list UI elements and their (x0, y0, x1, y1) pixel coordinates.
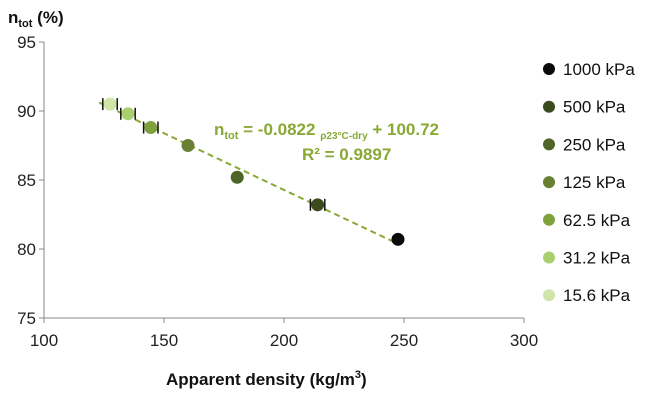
legend-label: 250 kPa (563, 135, 626, 154)
y-axis-title: ntot (%) (8, 8, 64, 30)
x-axis-title-sup: 3 (355, 369, 361, 381)
y-axis-title-main: n (8, 8, 18, 27)
legend-marker (543, 176, 555, 189)
legend-label: 15.6 kPa (563, 286, 631, 305)
legend-label: 500 kPa (563, 98, 626, 117)
data-point-5 (121, 107, 135, 121)
data-point-1 (311, 198, 325, 212)
legend-marker (543, 138, 555, 151)
y-tick-label: 95 (17, 33, 36, 52)
data-point-6 (103, 97, 117, 111)
x-tick-label: 300 (510, 331, 538, 350)
eq-tail: + 100.72 (368, 120, 439, 139)
plot-area: 100 150 200 250 300 75 80 85 90 95 (17, 33, 538, 350)
data-point-4 (144, 121, 158, 135)
y-axis-title-suffix: (%) (32, 8, 63, 27)
legend-label: 125 kPa (563, 173, 626, 192)
axis-ticks: 100 150 200 250 300 75 80 85 90 95 (17, 33, 538, 350)
legend-marker (543, 251, 555, 264)
legend-label: 31.2 kPa (563, 249, 631, 268)
legend-marker (543, 289, 555, 302)
x-tick-label: 200 (270, 331, 298, 350)
y-tick-label: 85 (17, 171, 36, 190)
y-tick-label: 80 (17, 240, 36, 259)
data-points (102, 97, 405, 246)
eq-mid: = -0.0822 (238, 120, 320, 139)
x-tick-label: 250 (390, 331, 418, 350)
regression-equation: ntot = -0.0822 ρ23°C-dry + 100.72 (214, 120, 439, 142)
legend-label: 62.5 kPa (563, 211, 631, 230)
legend-marker (543, 63, 555, 75)
data-point-0 (391, 232, 405, 246)
x-tick-label: 150 (150, 331, 178, 350)
legend-label: 1000 kPa (563, 60, 635, 79)
x-axis-title-suffix: ) (361, 370, 367, 389)
eq-rho-sub: ρ23°C-dry (320, 131, 368, 142)
data-point-3 (181, 139, 195, 152)
legend: 1000 kPa 500 kPa 250 kPa 125 kPa 62.5 kPa 31.… (543, 60, 635, 305)
legend-marker (543, 100, 555, 113)
y-tick-label: 75 (17, 309, 36, 328)
y-tick-label: 90 (17, 102, 36, 121)
r-squared-label: R² = 0.9897 (302, 145, 391, 164)
x-axis-title: Apparent density (kg/m3) (166, 369, 367, 389)
eq-lhs-sub: tot (224, 130, 238, 142)
eq-lhs: n (214, 120, 224, 139)
data-point-2 (230, 170, 244, 184)
x-axis-title-main: Apparent density (kg/m (166, 370, 355, 389)
y-axis-title-sub: tot (18, 18, 32, 30)
legend-marker (543, 213, 555, 226)
x-tick-label: 100 (30, 331, 58, 350)
